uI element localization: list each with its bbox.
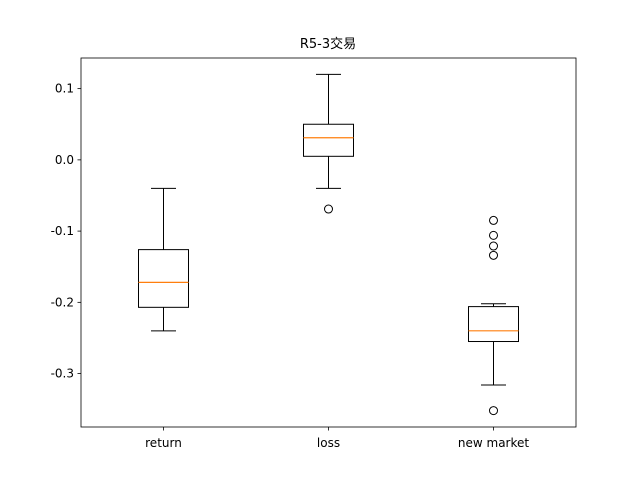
x-tick-label: return — [145, 436, 182, 450]
plot-area: 0.1 0.0 -0.1 -0.2 -0.3 return loss new market — [51, 57, 577, 450]
y-tick-label: -0.1 — [51, 224, 74, 238]
outlier-point — [489, 406, 498, 416]
y-tick-label: -0.2 — [51, 295, 74, 309]
outlier-point — [489, 250, 498, 260]
box — [303, 123, 354, 157]
outlier-point — [324, 204, 333, 214]
box — [468, 306, 519, 343]
x-tick-label: new market — [458, 436, 529, 450]
outlier-point — [489, 230, 498, 240]
y-tick-label: 0.1 — [55, 82, 74, 96]
y-tick-label: -0.3 — [51, 367, 74, 381]
x-tick-label: loss — [317, 436, 340, 450]
y-tick-label: 0.0 — [55, 153, 74, 167]
outlier-point — [489, 241, 498, 251]
chart-title: R5-3交易 — [300, 36, 356, 52]
box — [138, 249, 189, 308]
outlier-point — [489, 215, 498, 225]
